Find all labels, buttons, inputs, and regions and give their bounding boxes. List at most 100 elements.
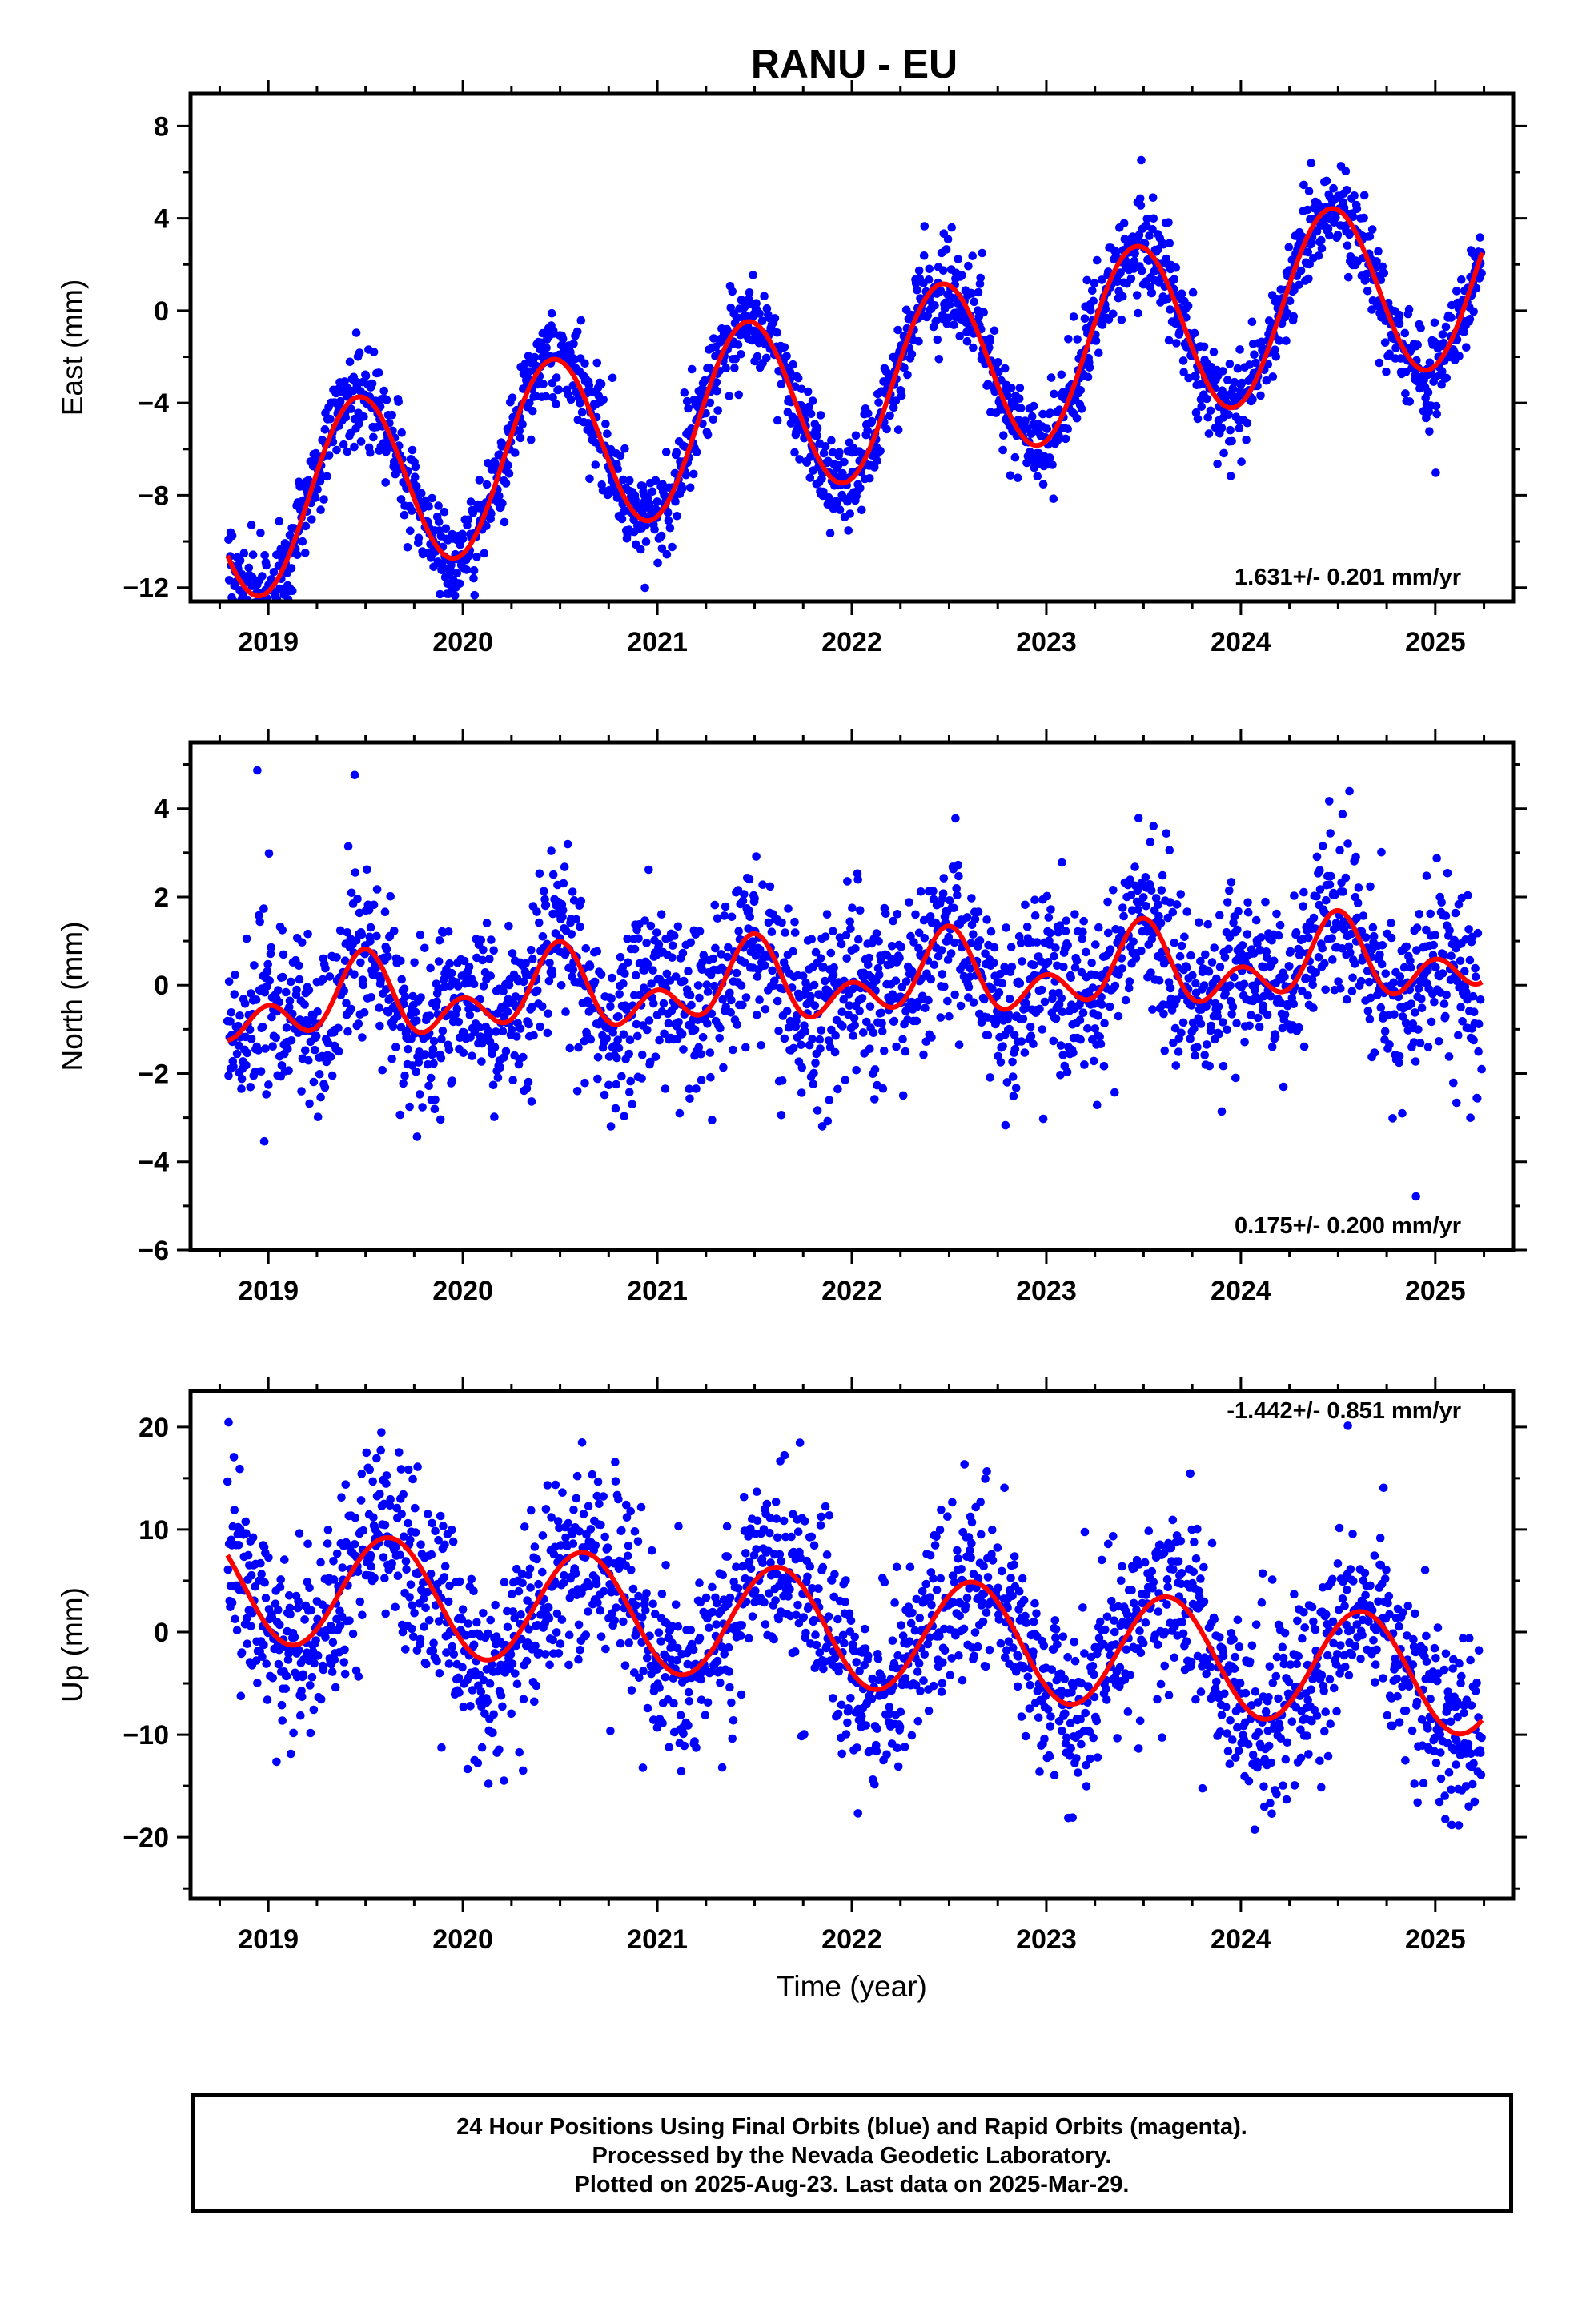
data-point [1359,191,1369,200]
data-point [533,986,542,995]
data-point [1058,858,1066,867]
data-point [375,1490,384,1498]
data-point [350,770,359,780]
data-point [262,561,271,570]
data-point [1158,870,1167,880]
data-point [397,428,407,437]
data-point [1057,370,1066,380]
data-point [401,992,410,1002]
data-point [307,515,316,524]
data-point [1007,962,1017,971]
data-point [614,1012,623,1021]
data-point [994,988,1004,997]
data-point [363,865,371,875]
data-point [286,1610,295,1619]
data-point [444,927,453,936]
data-point [372,931,381,941]
data-point [416,1540,425,1549]
data-point [703,430,713,440]
data-point [1476,995,1485,1004]
data-point [813,431,821,440]
data-point [1279,1082,1288,1092]
data-point [673,512,681,521]
data-point [1437,898,1446,907]
data-point [1430,997,1439,1007]
data-point [1253,1013,1263,1023]
y-tick-label: 8 [154,111,169,142]
data-point [488,1049,496,1059]
data-point [266,949,275,959]
data-point [632,1019,641,1029]
data-point [1462,343,1471,352]
data-point [608,373,617,383]
data-point [310,1659,319,1668]
data-point [827,436,836,445]
data-point [343,842,353,851]
data-point [1224,944,1233,954]
data-point [311,1636,320,1645]
data-point [1005,1024,1014,1034]
data-point [532,907,541,916]
data-point [630,944,640,954]
data-point [1376,1003,1386,1012]
data-point [660,491,669,500]
data-point [1237,378,1247,388]
data-point [435,1669,444,1678]
data-point [1323,224,1333,233]
data-point [1098,275,1106,284]
data-point [816,1044,825,1053]
data-point [734,390,743,400]
data-point [227,1008,236,1017]
data-point [256,529,265,537]
data-point [1326,829,1335,838]
data-point [726,1008,735,1017]
data-point [1085,363,1094,372]
data-point [826,948,836,958]
data-point [1090,1024,1099,1033]
data-point [663,508,673,517]
data-point [852,1065,861,1075]
data-point [614,1043,624,1053]
data-point [891,976,901,985]
data-point [1239,979,1249,989]
data-point [1247,317,1257,327]
data-point [657,544,667,553]
data-point [1283,308,1292,318]
data-point [259,1640,268,1650]
data-point [382,1479,391,1488]
data-point [239,549,249,557]
data-point [898,1035,907,1044]
x-tick-label: 2021 [627,1276,688,1306]
data-point [309,1705,319,1715]
data-point [1154,976,1164,985]
data-point [1452,977,1462,986]
data-point [1063,424,1072,433]
data-point [693,1015,702,1024]
x-tick-label: 2025 [1405,627,1466,657]
data-point [1380,338,1390,348]
data-point [428,1647,438,1655]
data-point [1333,922,1343,931]
data-point [840,457,849,467]
data-point [1165,239,1174,248]
data-point [411,1007,420,1017]
data-point [261,1044,270,1053]
data-point [1442,373,1451,383]
data-point [300,1615,309,1624]
data-point [558,912,567,922]
data-point [1331,213,1340,222]
data-point [294,1597,303,1606]
data-point [1219,1018,1227,1027]
data-point [287,1749,295,1759]
data-point [1049,494,1058,503]
data-point [318,975,327,984]
data-point [1325,880,1335,889]
data-point [244,606,253,615]
data-point [447,1526,456,1534]
data-point [664,1019,673,1028]
data-point [1018,1400,1027,1409]
data-point [878,1027,887,1036]
data-point [479,982,488,991]
data-point [524,1077,533,1087]
data-point [1256,933,1266,942]
